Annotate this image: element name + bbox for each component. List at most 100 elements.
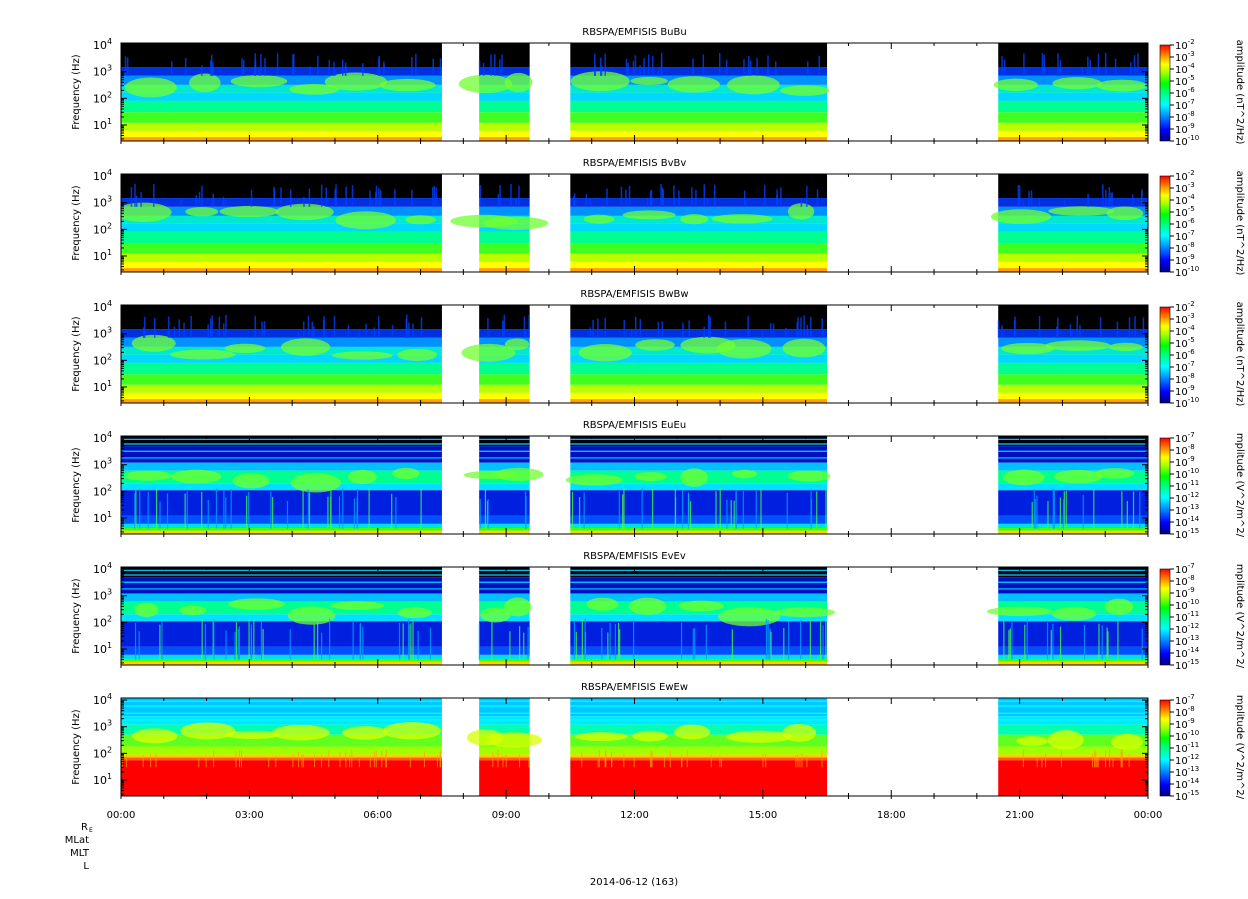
panel-1: RBSPA/EMFISIS BuBu 101 102 103 104 Frequency … [71, 27, 1245, 148]
colorbar-tick-label: 10-3 [1175, 312, 1195, 326]
spectral-band [570, 760, 828, 796]
colorbar-tick-label: 10-12 [1175, 622, 1199, 636]
spectral-band [479, 515, 530, 524]
spectral-band [121, 215, 442, 224]
spectral-band [998, 523, 1148, 529]
date-label: 2014-06-12 (163) [590, 877, 678, 888]
spectral-band [121, 354, 442, 363]
emission-blob [224, 730, 280, 740]
spectral-band [479, 746, 530, 755]
emission-blob [727, 75, 780, 95]
spectral-band [998, 593, 1148, 602]
spectral-band [479, 137, 530, 141]
y-axis-label: Frequency (Hz) [71, 709, 82, 785]
footer-group: R E MLat MLT L 2014-06-12 (163) [65, 822, 678, 888]
colorbar-tick-label: 10-2 [1175, 169, 1195, 183]
colorbar-tick-label: 10-10 [1175, 729, 1199, 743]
colorbar-tick-label: 10-3 [1175, 181, 1195, 195]
emission-blob [1002, 469, 1045, 486]
colorbar-tick-label: 10-14 [1175, 515, 1200, 529]
spectral-band [479, 523, 530, 529]
y-tick-label: 103 [93, 588, 112, 603]
spectral-band [479, 646, 530, 655]
panel-title: RBSPA/EMFISIS EvEv [583, 551, 686, 562]
colorbar-tick-label: 10-5 [1175, 336, 1195, 350]
spectral-band [570, 392, 828, 400]
spectral-band [570, 305, 828, 330]
spectral-band [570, 577, 828, 594]
spectral-band [998, 567, 1148, 578]
spectral-band [998, 757, 1148, 761]
spectral-band [998, 374, 1148, 385]
ephemeris-label-mlat: MLat [65, 835, 89, 846]
spectrogram-image [121, 567, 1148, 665]
colorbar-label: mplitude (V^2/m^2/ [1234, 695, 1245, 800]
spectral-band [479, 760, 530, 796]
spectral-band [570, 43, 828, 68]
spectral-band [570, 646, 828, 655]
emission-blob [780, 85, 830, 96]
spectral-band [121, 130, 442, 138]
colorbar-tick-label: 10-7 [1175, 431, 1195, 445]
emission-blob [632, 730, 668, 742]
spectral-band [479, 130, 530, 138]
emission-blob [397, 607, 432, 619]
spectral-band [570, 92, 828, 101]
emission-blob [124, 77, 177, 98]
colorbar-tick-label: 10-8 [1175, 110, 1195, 124]
spectral-band [479, 462, 530, 471]
spectral-band [479, 268, 530, 272]
y-tick-label: 103 [93, 457, 112, 472]
spectral-band [479, 362, 530, 375]
colorbar-tick-label: 10-13 [1175, 503, 1199, 517]
colorbar-tick-label: 10-7 [1175, 693, 1195, 707]
spectral-band [998, 661, 1148, 665]
spectral-band [998, 436, 1148, 447]
spectral-band [998, 100, 1148, 113]
emission-blob [1001, 342, 1055, 355]
spectral-band [479, 446, 530, 463]
spectral-band [998, 112, 1148, 123]
spectral-band [121, 374, 442, 385]
spectral-band [998, 130, 1148, 138]
spectral-band [121, 67, 442, 76]
y-tick-label: 101 [93, 117, 112, 132]
spectral-band [570, 174, 828, 199]
spectrogram-image [121, 43, 1148, 141]
spectral-band [570, 490, 828, 516]
spectral-band [121, 757, 442, 761]
spectral-band [570, 268, 828, 272]
emission-blob [485, 732, 542, 748]
emission-blob [565, 474, 623, 486]
spectral-band [479, 231, 530, 244]
spectral-band [998, 654, 1148, 660]
colorbar-tick-label: 10-13 [1175, 765, 1199, 779]
spectrogram-image [121, 305, 1148, 403]
spectral-band [998, 305, 1148, 330]
y-tick-label: 102 [93, 352, 112, 367]
spectral-band [121, 760, 442, 796]
spectral-band [570, 130, 828, 138]
y-tick-label: 104 [93, 692, 112, 707]
spectral-band [121, 698, 442, 717]
spectral-band [121, 346, 442, 355]
spectral-band [121, 329, 442, 338]
spectral-band [479, 593, 530, 602]
spectral-band [479, 92, 530, 101]
spectral-band [121, 490, 442, 516]
spectrogram-image [121, 174, 1148, 272]
x-tick-label: 03:00 [235, 810, 264, 821]
colorbar-tick-label: 10-10 [1175, 396, 1199, 410]
spectral-band [998, 198, 1148, 207]
colorbar [1159, 437, 1171, 535]
colorbar-tick-label: 10-11 [1175, 741, 1199, 755]
spectral-band [998, 92, 1148, 101]
spectral-band [121, 305, 442, 330]
spectral-band [570, 436, 828, 447]
spectral-band [570, 614, 828, 622]
spectral-band [570, 462, 828, 471]
y-tick-label: 102 [93, 614, 112, 629]
emission-blob [667, 76, 721, 93]
spectral-band [479, 100, 530, 113]
